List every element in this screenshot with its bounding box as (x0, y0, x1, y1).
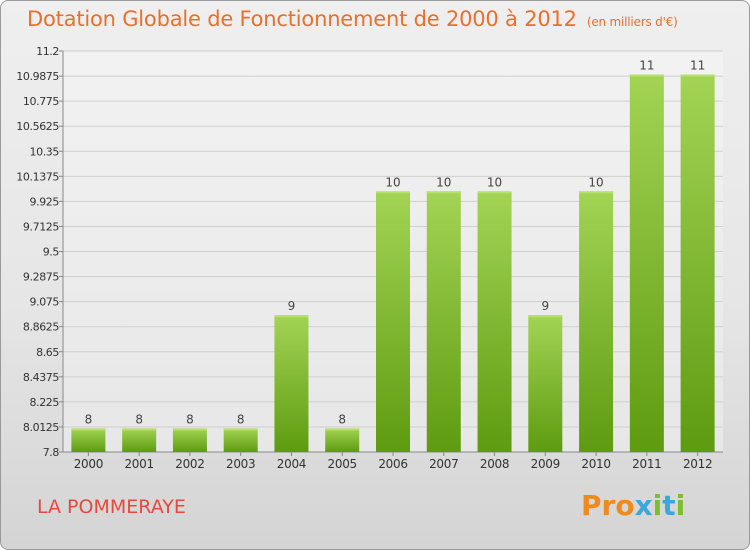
bar-top-edge (172, 428, 207, 431)
chart-title-text: Dotation Globale de Fonctionnement de 20… (27, 7, 577, 31)
y-tick-label: 9.2875 (23, 271, 59, 284)
bar-top-edge (376, 191, 410, 194)
bar-top-edge (122, 428, 157, 431)
y-tick-label: 9.5 (43, 246, 60, 259)
y-tick-label: 9.925 (30, 195, 60, 208)
x-tick-label: 2010 (581, 457, 610, 471)
data-label-2012: 11 (690, 59, 705, 73)
bar-top-edge (528, 315, 563, 318)
chart-title: Dotation Globale de Fonctionnement de 20… (27, 7, 678, 31)
y-tick-label: 9.075 (30, 296, 60, 309)
data-label-2007: 10 (436, 175, 451, 189)
x-tick-label: 2004 (277, 457, 306, 471)
bar-top-edge (579, 191, 614, 194)
y-tick-label: 8.65 (36, 346, 59, 359)
bars (71, 74, 715, 453)
data-label-2005: 8 (338, 412, 346, 426)
x-tick-label: 2001 (124, 457, 153, 471)
x-tick-label: 2009 (531, 457, 560, 471)
bar-2000 (71, 428, 106, 452)
bar-2003 (223, 428, 258, 452)
bar-2010 (579, 191, 614, 452)
y-tick-labels: 7.8 8.0125 8.225 8.4375 8.65 8.8625 9.075 9.287… (16, 45, 60, 459)
bar-top-edge (274, 315, 309, 318)
data-label-2006: 10 (385, 175, 400, 189)
data-label-2004: 9 (288, 299, 296, 313)
logo-letter: i (652, 489, 663, 522)
bar-2006 (376, 191, 410, 452)
x-tick-label: 2002 (175, 457, 204, 471)
bar-2005 (325, 428, 360, 452)
bar-top-edge (223, 428, 258, 431)
bar-2007 (426, 191, 461, 452)
y-tick-label: 8.4375 (23, 371, 59, 384)
x-tick-label: 2003 (226, 457, 255, 471)
bar-top-edge (477, 191, 512, 194)
bar-2004 (274, 315, 309, 452)
y-tick-label: 7.8 (43, 446, 60, 459)
city-name: LA POMMERAYE (37, 496, 186, 518)
data-labels: 8 8 8 8 9 8 10 10 10 9 10 11 11 (85, 59, 706, 427)
logo-letter: o (615, 489, 635, 522)
y-tick-label: 8.0125 (23, 421, 59, 434)
bar-top-edge (629, 74, 664, 77)
data-label-2000: 8 (85, 412, 93, 426)
data-label-2008: 10 (487, 175, 502, 189)
y-tick-label: 10.5625 (16, 120, 59, 133)
logo-letter: r (601, 489, 616, 522)
logo-letter: i (675, 489, 686, 522)
data-label-2010: 10 (588, 175, 603, 189)
logo-letter: t (662, 489, 676, 522)
logo-letter: P (581, 489, 602, 522)
data-label-2009: 9 (541, 299, 549, 313)
y-tick-label: 9.7125 (23, 220, 59, 233)
x-tick-labels: 2000 2001 2002 2003 2004 2005 2006 2007 2008 2009… (74, 457, 713, 471)
y-tick-label: 8.8625 (23, 321, 59, 334)
bar-2011 (629, 74, 664, 453)
y-tick-label: 10.9875 (16, 70, 59, 83)
bar-top-edge (325, 428, 360, 431)
x-tick-label: 2006 (378, 457, 407, 471)
x-tick-label: 2011 (632, 457, 661, 471)
y-tick-label: 8.225 (30, 396, 60, 409)
y-tick-label: 10.775 (23, 95, 59, 108)
bar-top-edge (426, 191, 461, 194)
x-tick-label: 2005 (328, 457, 357, 471)
x-tick-label: 2000 (74, 457, 103, 471)
x-tick-label: 2007 (429, 457, 458, 471)
x-tick-label: 2012 (683, 457, 712, 471)
bar-2009 (528, 315, 563, 452)
data-label-2002: 8 (186, 412, 194, 426)
y-tick-label: 10.35 (30, 145, 60, 158)
bar-2001 (122, 428, 157, 452)
data-label-2011: 11 (639, 59, 654, 73)
y-tick-label: 11.2 (36, 45, 59, 58)
bar-top-edge (71, 428, 106, 431)
proxiti-logo[interactable]: Proxiti (581, 489, 685, 522)
bar-2008 (477, 191, 512, 452)
data-label-2003: 8 (237, 412, 245, 426)
bar-2012 (680, 74, 715, 453)
bar-2002 (172, 428, 207, 452)
x-tick-label: 2008 (480, 457, 509, 471)
data-label-2001: 8 (135, 412, 143, 426)
y-tick-label: 10.1375 (16, 170, 59, 183)
logo-letter: x (634, 489, 653, 522)
chart-unit: (en milliers d'€) (586, 15, 678, 29)
bar-top-edge (680, 74, 715, 77)
